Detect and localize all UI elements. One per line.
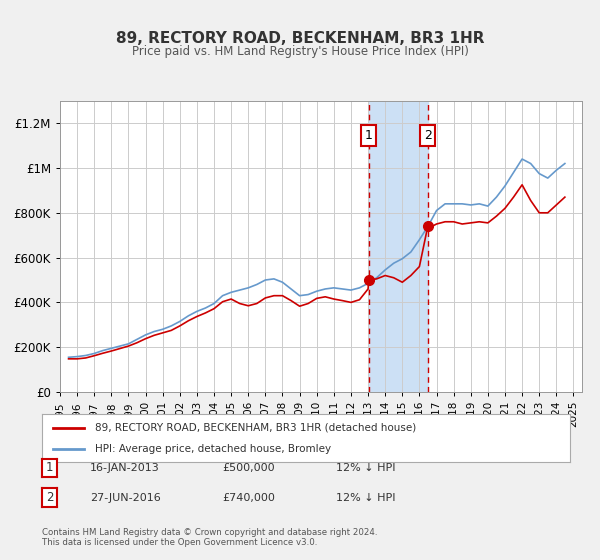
Text: £500,000: £500,000 (222, 463, 275, 473)
Text: 2: 2 (424, 129, 432, 142)
Text: This data is licensed under the Open Government Licence v3.0.: This data is licensed under the Open Gov… (42, 538, 317, 547)
Text: 16-JAN-2013: 16-JAN-2013 (90, 463, 160, 473)
Text: Contains HM Land Registry data © Crown copyright and database right 2024.: Contains HM Land Registry data © Crown c… (42, 528, 377, 536)
Text: 89, RECTORY ROAD, BECKENHAM, BR3 1HR (detached house): 89, RECTORY ROAD, BECKENHAM, BR3 1HR (de… (95, 423, 416, 433)
Text: Price paid vs. HM Land Registry's House Price Index (HPI): Price paid vs. HM Land Registry's House … (131, 45, 469, 58)
Text: 12% ↓ HPI: 12% ↓ HPI (336, 493, 395, 503)
Text: 12% ↓ HPI: 12% ↓ HPI (336, 463, 395, 473)
Text: 1: 1 (365, 129, 373, 142)
Text: £740,000: £740,000 (222, 493, 275, 503)
Text: 27-JUN-2016: 27-JUN-2016 (90, 493, 161, 503)
Text: HPI: Average price, detached house, Bromley: HPI: Average price, detached house, Brom… (95, 444, 331, 454)
Text: 2: 2 (46, 491, 53, 504)
Text: 89, RECTORY ROAD, BECKENHAM, BR3 1HR: 89, RECTORY ROAD, BECKENHAM, BR3 1HR (116, 31, 484, 46)
Bar (369, 101, 428, 392)
Text: 1: 1 (46, 461, 53, 474)
